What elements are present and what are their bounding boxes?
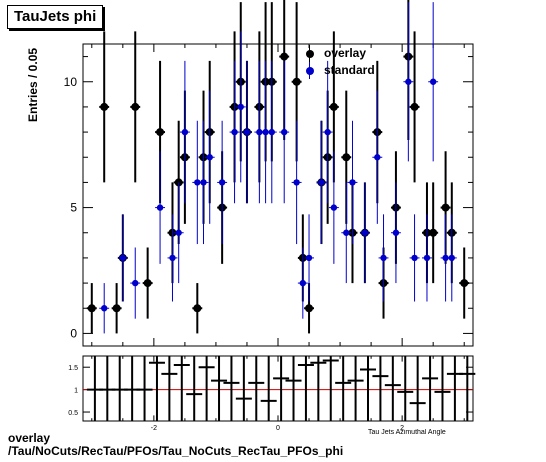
overlay-point bbox=[460, 279, 469, 288]
ratio-y-tick-label: 0.5 bbox=[68, 410, 78, 417]
overlay-point bbox=[410, 102, 419, 111]
footer-line-1: overlay bbox=[8, 431, 51, 445]
standard-point bbox=[330, 204, 338, 211]
overlay-point bbox=[280, 52, 289, 61]
standard-point bbox=[293, 179, 300, 186]
legend-entry-standard: standard bbox=[302, 62, 375, 79]
main-y-tick-label: 10 bbox=[64, 75, 78, 89]
standard-point bbox=[175, 229, 182, 236]
overlay-point bbox=[441, 203, 450, 212]
legend-label-standard: standard bbox=[324, 63, 375, 77]
standard-point bbox=[380, 254, 387, 262]
standard-point bbox=[200, 179, 207, 186]
overlay-point bbox=[429, 228, 438, 237]
standard-point bbox=[262, 128, 269, 136]
main-y-tick-label: 0 bbox=[70, 326, 77, 340]
overlay-point bbox=[342, 153, 351, 162]
legend: overlay standard bbox=[302, 45, 375, 79]
overlay-point bbox=[292, 77, 301, 86]
y-axis-label: Entries / 0.05 bbox=[26, 47, 40, 122]
standard-point bbox=[256, 128, 263, 136]
overlay-point bbox=[156, 128, 165, 137]
standard-point bbox=[181, 128, 189, 136]
standard-point bbox=[392, 229, 400, 236]
legend-marker-overlay bbox=[306, 50, 314, 58]
standard-point bbox=[343, 229, 350, 236]
overlay-point bbox=[112, 304, 121, 313]
standard-point bbox=[119, 254, 127, 262]
standard-point bbox=[194, 179, 201, 186]
overlay-point bbox=[329, 102, 338, 111]
standard-point bbox=[231, 128, 238, 136]
standard-point bbox=[411, 254, 418, 262]
standard-point bbox=[169, 254, 176, 262]
standard-point bbox=[318, 179, 325, 186]
legend-marker-standard bbox=[306, 67, 314, 75]
overlay-point bbox=[193, 304, 202, 313]
footer-line-2: /Tau/NoCuts/RecTau/PFOs/Tau_NoCuts_RecTa… bbox=[8, 444, 344, 458]
ratio-plot-frame bbox=[82, 355, 474, 422]
standard-point bbox=[218, 179, 226, 186]
standard-point bbox=[305, 254, 313, 262]
standard-point bbox=[405, 78, 412, 85]
ratio-y-tick-label: 1 bbox=[74, 388, 78, 395]
legend-label-overlay: overlay bbox=[324, 46, 367, 60]
standard-point bbox=[243, 128, 251, 136]
standard-point bbox=[101, 305, 108, 312]
standard-point bbox=[442, 254, 449, 262]
overlay-point bbox=[100, 102, 109, 111]
standard-point bbox=[374, 154, 381, 161]
x-axis-label: Tau Jets Azimuthal Angle bbox=[368, 429, 446, 436]
footer: overlay /Tau/NoCuts/RecTau/PFOs/Tau_NoCu… bbox=[8, 432, 343, 458]
standard-point bbox=[281, 128, 288, 136]
legend-entry-overlay: overlay bbox=[302, 45, 375, 62]
overlay-point bbox=[305, 304, 314, 313]
ratio-x-tick-label: 0 bbox=[276, 425, 280, 432]
standard-point bbox=[156, 204, 164, 211]
standard-point bbox=[361, 229, 369, 236]
standard-point bbox=[448, 254, 455, 262]
standard-point bbox=[268, 128, 275, 136]
chart-title: TauJets phi bbox=[7, 5, 104, 29]
standard-point bbox=[324, 128, 331, 136]
overlay-point bbox=[143, 279, 152, 288]
ratio-x-tick-label: 2 bbox=[400, 425, 404, 432]
overlay-point bbox=[87, 304, 96, 313]
standard-point bbox=[206, 154, 213, 161]
standard-point bbox=[429, 78, 437, 85]
standard-point bbox=[349, 179, 356, 186]
standard-point bbox=[423, 254, 431, 262]
standard-point bbox=[237, 103, 244, 111]
standard-point bbox=[132, 279, 139, 287]
overlay-point bbox=[131, 102, 140, 111]
main-y-tick-label: 5 bbox=[70, 201, 77, 215]
standard-point bbox=[299, 279, 307, 287]
ratio-x-tick-label: -2 bbox=[151, 425, 157, 432]
ratio-y-tick-label: 1.5 bbox=[68, 365, 78, 372]
